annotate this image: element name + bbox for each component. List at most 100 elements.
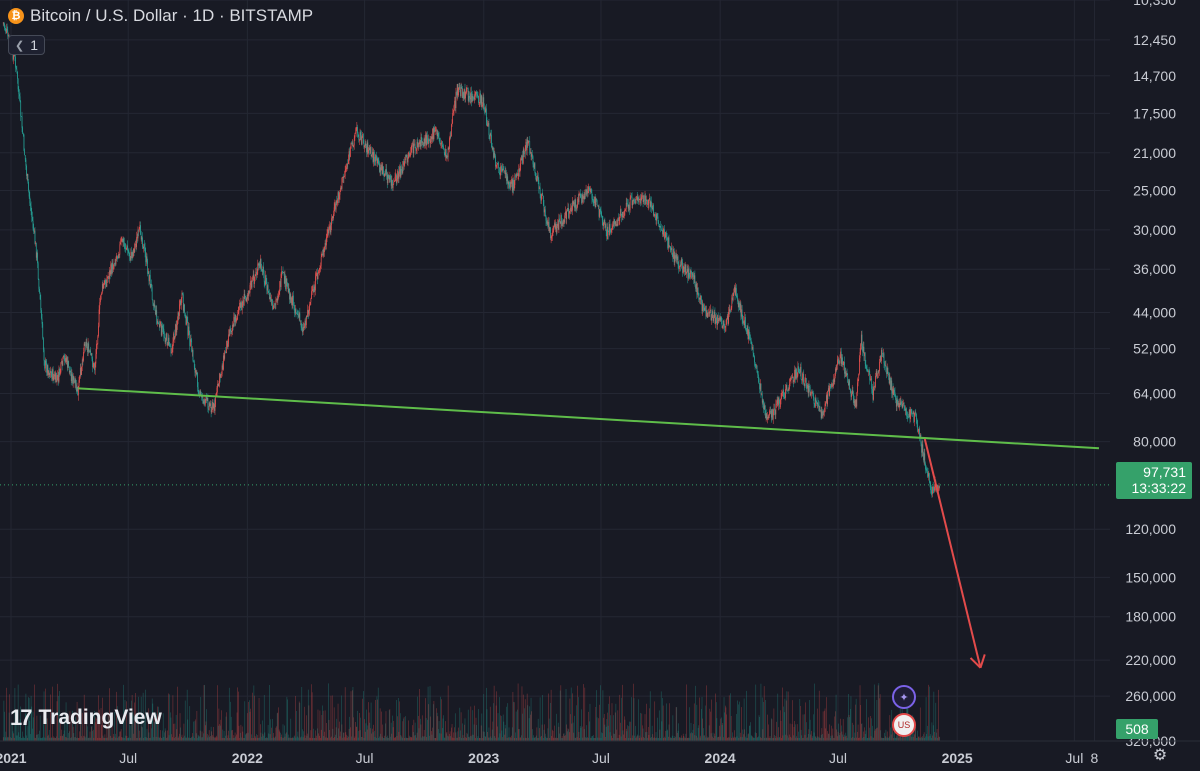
- candle-body: [87, 346, 88, 352]
- candle-body: [642, 195, 643, 197]
- settings-gear-icon[interactable]: ⚙: [1152, 747, 1168, 764]
- candle-body: [414, 143, 416, 148]
- volume-bar: [840, 725, 842, 741]
- candle-body: [845, 371, 847, 377]
- candle-body: [294, 309, 296, 314]
- candle-body: [160, 321, 161, 324]
- candle-body: [537, 175, 538, 179]
- volume-bar: [377, 699, 378, 741]
- volume-bar: [593, 737, 595, 741]
- volume-bar: [741, 707, 742, 741]
- candle-body: [794, 369, 795, 381]
- candle-body: [938, 486, 940, 491]
- volume-bar: [440, 696, 441, 741]
- volume-bar: [210, 726, 212, 741]
- candle-body: [6, 28, 7, 34]
- candle-body: [559, 221, 561, 224]
- candle-body: [540, 194, 542, 201]
- candle-body: [585, 189, 587, 195]
- volume-bar: [171, 734, 172, 741]
- candle-body: [46, 363, 47, 373]
- candle-body: [907, 416, 909, 418]
- legend-collapse-button[interactable]: ❮ 1: [8, 35, 46, 55]
- candle-body: [122, 238, 124, 242]
- candle-body: [155, 309, 156, 315]
- candle-body: [932, 486, 934, 491]
- volume-bar: [581, 726, 583, 741]
- tradingview-logo[interactable]: 17 TradingView: [10, 705, 162, 731]
- volume-bar: [133, 733, 134, 741]
- candle-body: [598, 205, 600, 217]
- volume-bar: [199, 730, 201, 741]
- candle-body: [905, 408, 906, 411]
- candle-body: [869, 371, 871, 381]
- candle-body: [390, 175, 391, 180]
- volume-bar: [449, 733, 450, 741]
- candle-body: [374, 160, 376, 162]
- candle-body: [539, 187, 540, 190]
- volume-bar: [162, 713, 164, 741]
- candle-body: [83, 352, 84, 361]
- volume-bar: [883, 737, 884, 741]
- candle-body: [403, 162, 405, 166]
- volume-bar: [460, 730, 461, 741]
- candle-body: [640, 197, 642, 204]
- candle-body: [55, 372, 57, 382]
- us-flag-event-icon[interactable]: US: [892, 713, 916, 737]
- volume-bar: [487, 737, 489, 741]
- volume-bar: [679, 737, 680, 741]
- volume-bar: [245, 734, 246, 741]
- y-tick-label: 220,000: [1125, 652, 1176, 668]
- volume-bar: [934, 737, 936, 741]
- candle-body: [770, 411, 772, 418]
- volume-bar: [725, 705, 726, 741]
- drawings[interactable]: [0, 387, 1110, 669]
- volume-bar: [822, 711, 824, 741]
- volume-bar: [753, 737, 755, 741]
- volume-bar: [69, 711, 71, 741]
- candle-body: [206, 397, 208, 401]
- candle-body: [389, 175, 391, 180]
- candle-body: [618, 217, 619, 221]
- candle-body: [568, 208, 569, 218]
- volume-bar: [346, 734, 347, 741]
- volume-bar: [468, 736, 470, 741]
- volume-bar: [394, 737, 395, 741]
- candle-body: [738, 302, 740, 308]
- volume-bar: [822, 733, 823, 741]
- candle-body: [24, 150, 25, 156]
- candle-body: [332, 216, 334, 219]
- volume-bar: [936, 732, 937, 741]
- volume-bar: [705, 737, 707, 741]
- candle-body: [476, 92, 477, 95]
- candle-body: [129, 252, 130, 257]
- candle-body: [46, 365, 48, 373]
- candle-body: [116, 255, 118, 257]
- volume-bar: [500, 715, 501, 741]
- volume-bar: [543, 729, 545, 741]
- candle-body: [567, 208, 569, 211]
- candle-body: [124, 243, 126, 249]
- candle-body: [316, 272, 318, 279]
- volume-bar: [708, 737, 709, 741]
- volume-bar: [38, 737, 40, 741]
- volume-bar: [239, 732, 241, 741]
- volume-bar: [309, 737, 310, 741]
- volume-bar: [229, 737, 231, 741]
- candle-body: [435, 130, 437, 132]
- candle-body: [421, 142, 423, 143]
- candle-body: [94, 363, 95, 371]
- candle-body: [651, 201, 652, 208]
- candle-body: [72, 376, 74, 384]
- sparkle-event-icon[interactable]: ✦: [892, 685, 916, 709]
- candle-body: [866, 366, 867, 370]
- candle-body: [542, 195, 544, 206]
- candle-body: [818, 406, 820, 407]
- candle-body: [123, 242, 125, 244]
- candle-body: [291, 297, 293, 306]
- candle-body: [297, 314, 299, 316]
- candle-body: [393, 181, 395, 185]
- candle-body: [84, 343, 86, 346]
- symbol-title[interactable]: Bitcoin / U.S. Dollar · 1D · BITSTAMP: [30, 6, 314, 25]
